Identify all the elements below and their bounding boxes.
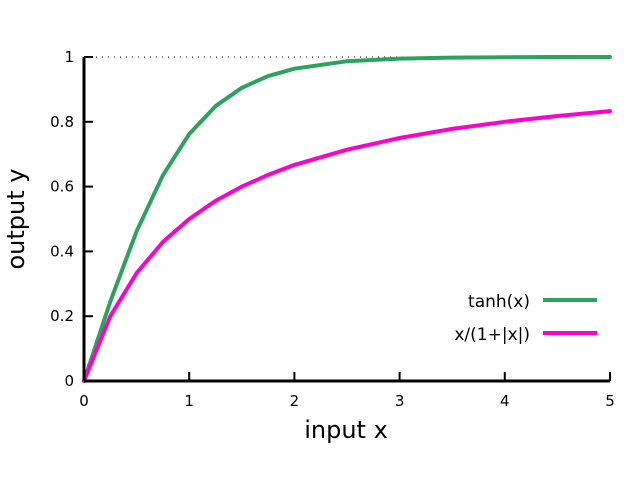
x-tick-label: 2 — [290, 392, 300, 410]
x-tick-label: 1 — [184, 392, 194, 410]
legend-label-tanh: tanh(x) — [468, 292, 530, 312]
series-layer — [82, 55, 612, 383]
x-axis-title: input x — [304, 416, 388, 444]
y-axis-title: output y — [2, 169, 30, 270]
y-tick-label: 1 — [64, 48, 74, 66]
axes-layer — [82, 57, 610, 383]
x-tick-label: 0 — [79, 392, 89, 410]
y-tick-label: 0.8 — [50, 113, 74, 131]
x-tick-label: 4 — [500, 392, 510, 410]
ticks-layer: 0 1 2 3 4 5 0 0.2 0.4 0.6 0.8 1 — [50, 48, 615, 410]
y-tick-label: 0 — [64, 372, 74, 390]
legend: tanh(x) x/(1+|x|) — [454, 292, 597, 345]
x-tick-label: 3 — [395, 392, 405, 410]
y-tick-label: 0.6 — [50, 178, 74, 196]
x-tick-label: 5 — [605, 392, 615, 410]
legend-label-softsign: x/(1+|x|) — [454, 325, 530, 345]
series-line-tanh — [82, 55, 612, 383]
y-tick-label: 0.4 — [50, 242, 74, 260]
y-tick-label: 0.2 — [50, 307, 74, 325]
series-line-softsign — [82, 109, 612, 383]
